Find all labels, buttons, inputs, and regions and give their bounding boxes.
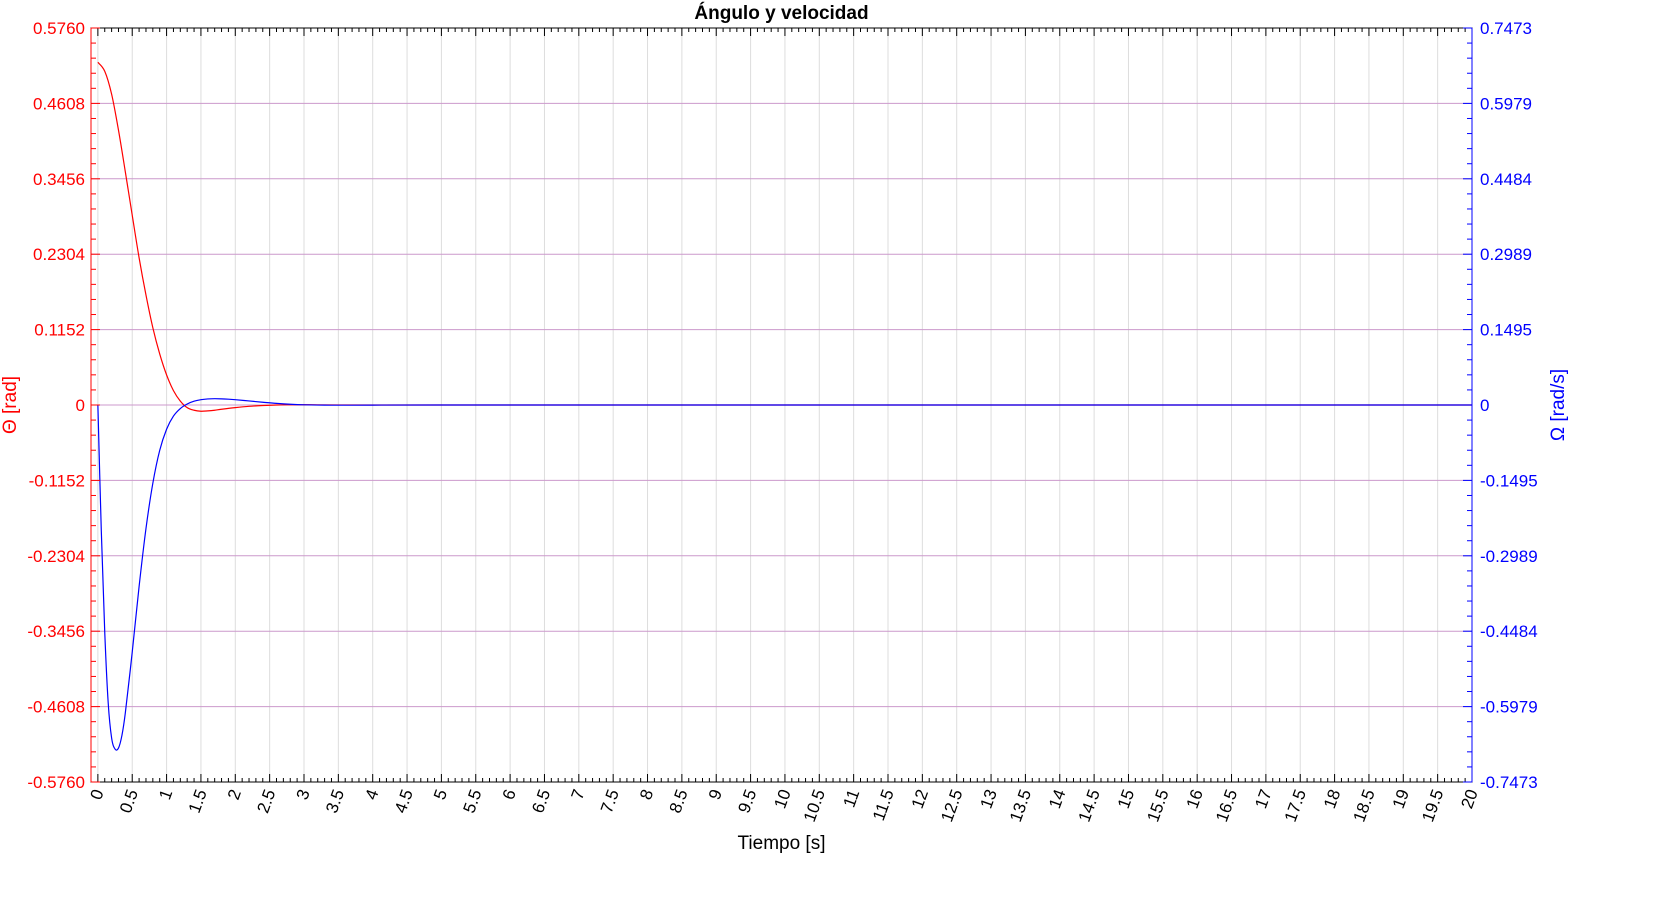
y-left-tick-label: -0.1152 (29, 471, 85, 490)
y-axis-right-label: Ω [rad/s] (1548, 369, 1569, 441)
y-left-tick-label: 0.1152 (34, 321, 85, 340)
y-left-tick-label: 0 (76, 396, 85, 415)
ticks: 0 0.5 1 1.5 2 2.5 3 3.5 4 4.5 5 5.5 6 6.5 7 7.5 8 8.5 9 9.5… (27, 19, 1537, 824)
y-left-tick-label: 0.3456 (33, 170, 85, 189)
y-right-tick-label: 0 (1480, 396, 1489, 415)
x-axis-label: Tiempo [s] (738, 833, 826, 854)
y-right-tick-label: 0.5979 (1480, 94, 1532, 113)
y-right-tick-label: 0.2989 (1480, 245, 1532, 264)
series-line-velocity (97, 398, 1472, 751)
y-right-tick-label: -0.5979 (1480, 698, 1538, 717)
y-axis-left-label: Θ [rad] (0, 376, 21, 434)
y-right-tick-label: 0.7473 (1480, 19, 1532, 38)
y-right-tick-label: -0.7473 (1480, 773, 1538, 792)
y-left-tick-label: 0.4608 (33, 94, 85, 113)
x-tick-label: 11 (840, 787, 864, 810)
y-left-tick-label: 0.2304 (33, 245, 85, 264)
y-right-tick-label: 0.4484 (1480, 170, 1532, 189)
y-left-tick-label: -0.4608 (27, 698, 85, 717)
series-group (97, 61, 1472, 751)
y-right-tick-label: -0.2989 (1480, 547, 1538, 566)
y-left-tick-label: -0.2304 (27, 547, 85, 566)
y-right-tick-label: -0.1495 (1480, 471, 1538, 490)
y-left-tick-label: -0.3456 (27, 622, 85, 641)
chart-title: Ángulo y velocidad (694, 2, 868, 24)
y-right-tick-label: -0.4484 (1480, 622, 1538, 641)
y-left-tick-label: 0.5760 (33, 19, 85, 38)
y-left-tick-label: -0.5760 (27, 773, 85, 792)
y-right-tick-label: 0.1495 (1480, 321, 1532, 340)
